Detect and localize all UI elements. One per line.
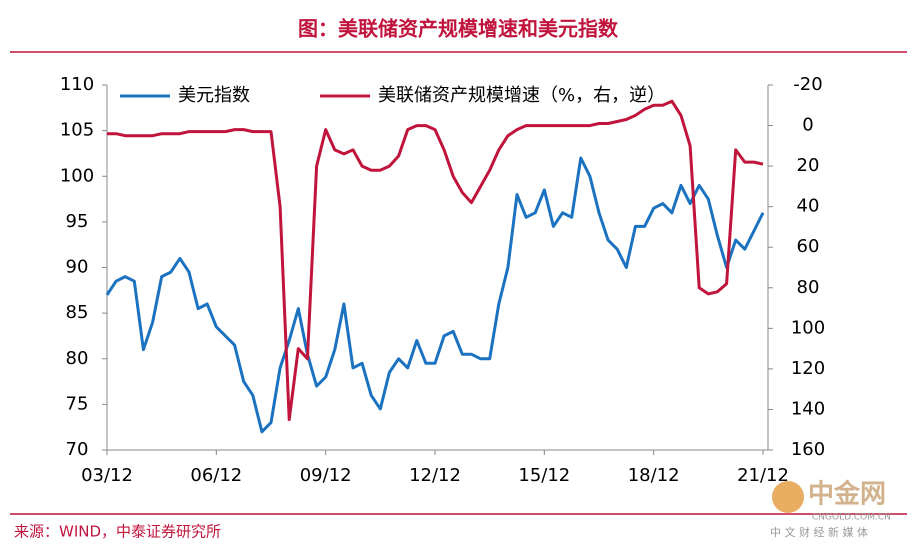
watermark-site: CNGOLD.COM.CN [812,513,891,523]
y2-tick-label: 0 [802,115,813,136]
y2-tick-label: 100 [791,317,825,338]
x-tick-label: 09/12 [300,465,352,486]
y-tick-label: 90 [66,257,89,278]
series-line [105,156,765,434]
y-tick-label: 105 [60,120,94,141]
y2-tick-label: 60 [797,236,820,257]
legend-label: 美联储资产规模增速（%，右，逆） [378,85,665,106]
y-tick-label: 70 [66,439,89,460]
y-tick-label: 85 [66,302,89,323]
watermark-slogan: 中 文 财 经 新 媒 体 [770,525,868,539]
chart-title: 图：美联储资产规模增速和美元指数 [298,17,619,41]
x-tick-label: 12/12 [409,465,461,486]
y-tick-label: 95 [66,211,89,232]
source: 来源：WIND，中泰证券研究所 [14,523,221,541]
series-line [107,99,764,422]
legend-label: 美元指数 [178,85,250,106]
y-tick-label: 100 [60,165,94,186]
y2-tick-label: -20 [793,74,822,95]
y-tick-label: 80 [66,348,89,369]
x-tick-label: 06/12 [190,465,242,486]
x-tick-label: 15/12 [518,465,570,486]
y-tick-label: 75 [66,393,89,414]
y2-tick-label: 20 [797,155,820,176]
y2-tick-label: 160 [791,439,825,460]
y-tick-label: 110 [60,74,94,95]
x-tick-label: 18/12 [628,465,680,486]
x-tick-label: 21/12 [737,465,789,486]
y2-tick-label: 80 [797,277,820,298]
logo [772,481,804,513]
watermark-name: 中金网 [808,479,886,510]
x-tick-label: 03/12 [81,465,133,486]
y2-tick-label: 40 [797,196,820,217]
y2-tick-label: 120 [791,358,825,379]
y2-tick-label: 140 [791,398,825,419]
